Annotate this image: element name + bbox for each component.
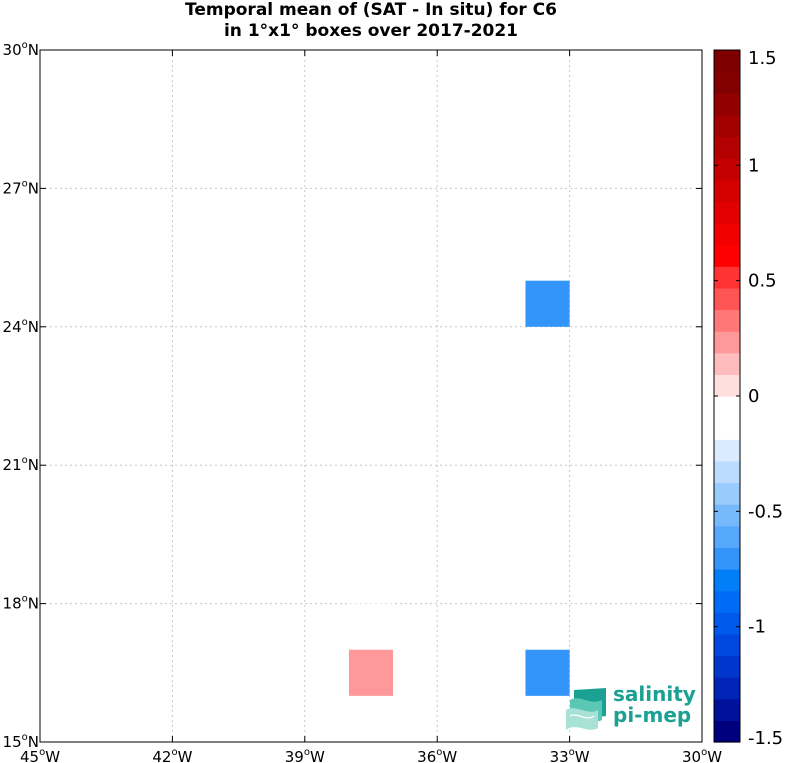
colorbar-segment [714,590,740,613]
colorbar-segment [714,309,740,332]
colorbar-segment [714,655,740,678]
colorbar-segment [714,417,740,440]
logo-text-salinity: salinity [613,682,696,706]
colorbar-segment [714,482,740,505]
colorbar-segment [714,287,740,311]
y-tick-label: 18oN [3,594,39,613]
colorbar-tick-label: -1 [748,617,766,638]
colorbar-segment [714,569,740,592]
chart-title: Temporal mean of (SAT - In situ) for C6 … [40,0,702,42]
logo-wave-icon [566,688,606,730]
colorbar-segment [714,114,740,138]
colorbar-tick-label: 1 [748,155,759,176]
colorbar-segment [714,633,740,657]
colorbar-segment [714,93,740,116]
colorbar-segment [714,244,740,267]
colorbar-tick-label: 0.5 [748,271,777,292]
colorbar-tick-label: 0 [748,386,759,407]
colorbar-tick-label: -0.5 [748,501,783,522]
colorbar-segment [714,547,740,570]
colorbar-segment [714,396,740,419]
colorbar-segment [714,136,740,159]
colorbar-tick-label: 1.5 [748,48,777,69]
colorbar-segment [714,50,740,73]
colorbar-segment [714,439,740,462]
x-tick-label: 33oW [550,747,590,763]
colorbar: 1.5 1 0.5 0 -0.5 -1 -1.5 [713,48,783,749]
title-line-2: in 1°x1° boxes over 2017-2021 [223,21,519,41]
colorbar-segment [714,223,740,246]
colorbar-segment [714,525,740,548]
colorbar-segment [714,720,740,743]
colorbar-segment [714,460,740,484]
colorbar-segment [714,179,740,202]
logo-text-pi-mep: pi-mep [613,703,691,727]
y-tick-label: 24oN [3,317,39,336]
colorbar-segment [714,331,740,354]
x-tick-label: 39oW [285,747,325,763]
colorbar-segment [714,352,740,375]
colorbar-segment [714,158,740,181]
data-cell [525,280,570,327]
y-tick-label: 27oN [3,178,39,197]
grid-lines [40,50,702,742]
x-tick-label: 42oW [152,747,192,763]
data-cell [348,649,394,696]
axis-ticks: 45oW 42oW 39oW 36oW 33oW 30oW 15oN 18oN 21oN 24oN… [3,40,723,763]
x-tick-label: 45oW [20,747,60,763]
data-cells [348,280,570,696]
colorbar-segment [714,71,740,94]
colorbar-segment [714,374,740,397]
x-tick-label: 36oW [417,747,457,763]
plot-frame [39,49,703,743]
y-tick-label: 30oN [3,40,39,59]
y-tick-label: 21oN [3,455,39,474]
data-cell [525,649,570,696]
salinity-pi-mep-logo: salinity pi-mep [566,682,696,730]
colorbar-segment [714,201,740,224]
colorbar-segment [714,612,740,635]
x-tick-label: 30oW [682,747,722,763]
data-cell [348,603,394,650]
title-line-1: Temporal mean of (SAT - In situ) for C6 [185,0,557,20]
colorbar-segment [714,266,740,289]
colorbar-segment [714,698,740,721]
colorbar-segment [714,677,740,700]
colorbar-segment [714,504,740,527]
colorbar-tick-label: -1.5 [748,728,783,749]
y-tick-label: 15oN [3,732,39,751]
